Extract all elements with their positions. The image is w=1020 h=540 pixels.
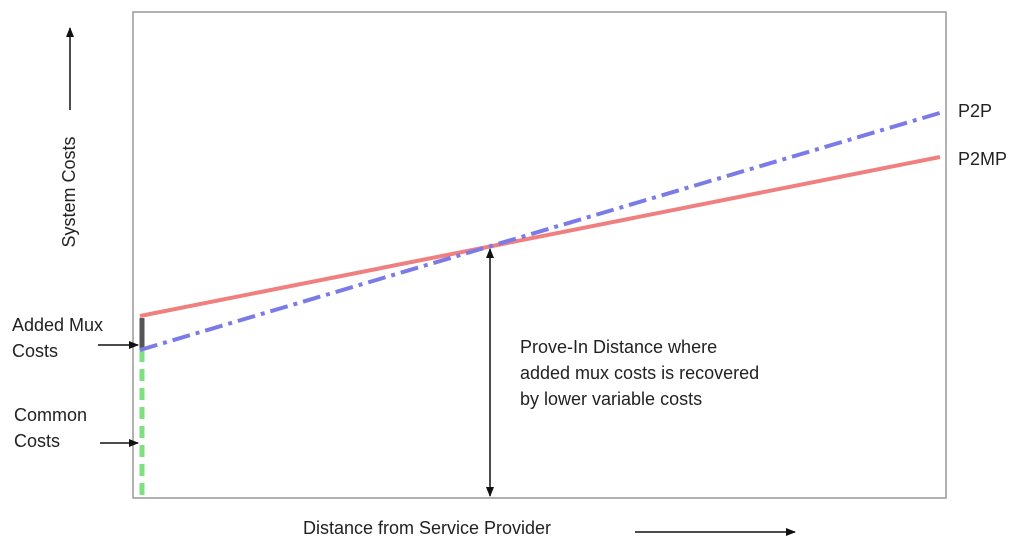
prove-in-text: added mux costs is recovered <box>520 363 759 383</box>
p2p-line <box>139 110 944 352</box>
y-axis-label: System Costs <box>59 136 79 247</box>
common-label: Common <box>14 405 87 425</box>
p2p-label: P2P <box>958 101 992 121</box>
added-mux-label: Costs <box>12 341 58 361</box>
x-axis-label: Distance from Service Provider <box>303 518 551 538</box>
prove-in-text: by lower variable costs <box>520 389 702 409</box>
p2mp-label: P2MP <box>958 149 1007 169</box>
added-mux-label: Added Mux <box>12 315 103 335</box>
common-label: Costs <box>14 431 60 451</box>
plot-frame <box>132 11 947 499</box>
p2mp-line <box>139 155 941 318</box>
prove-in-text: Prove-In Distance where <box>520 337 717 357</box>
